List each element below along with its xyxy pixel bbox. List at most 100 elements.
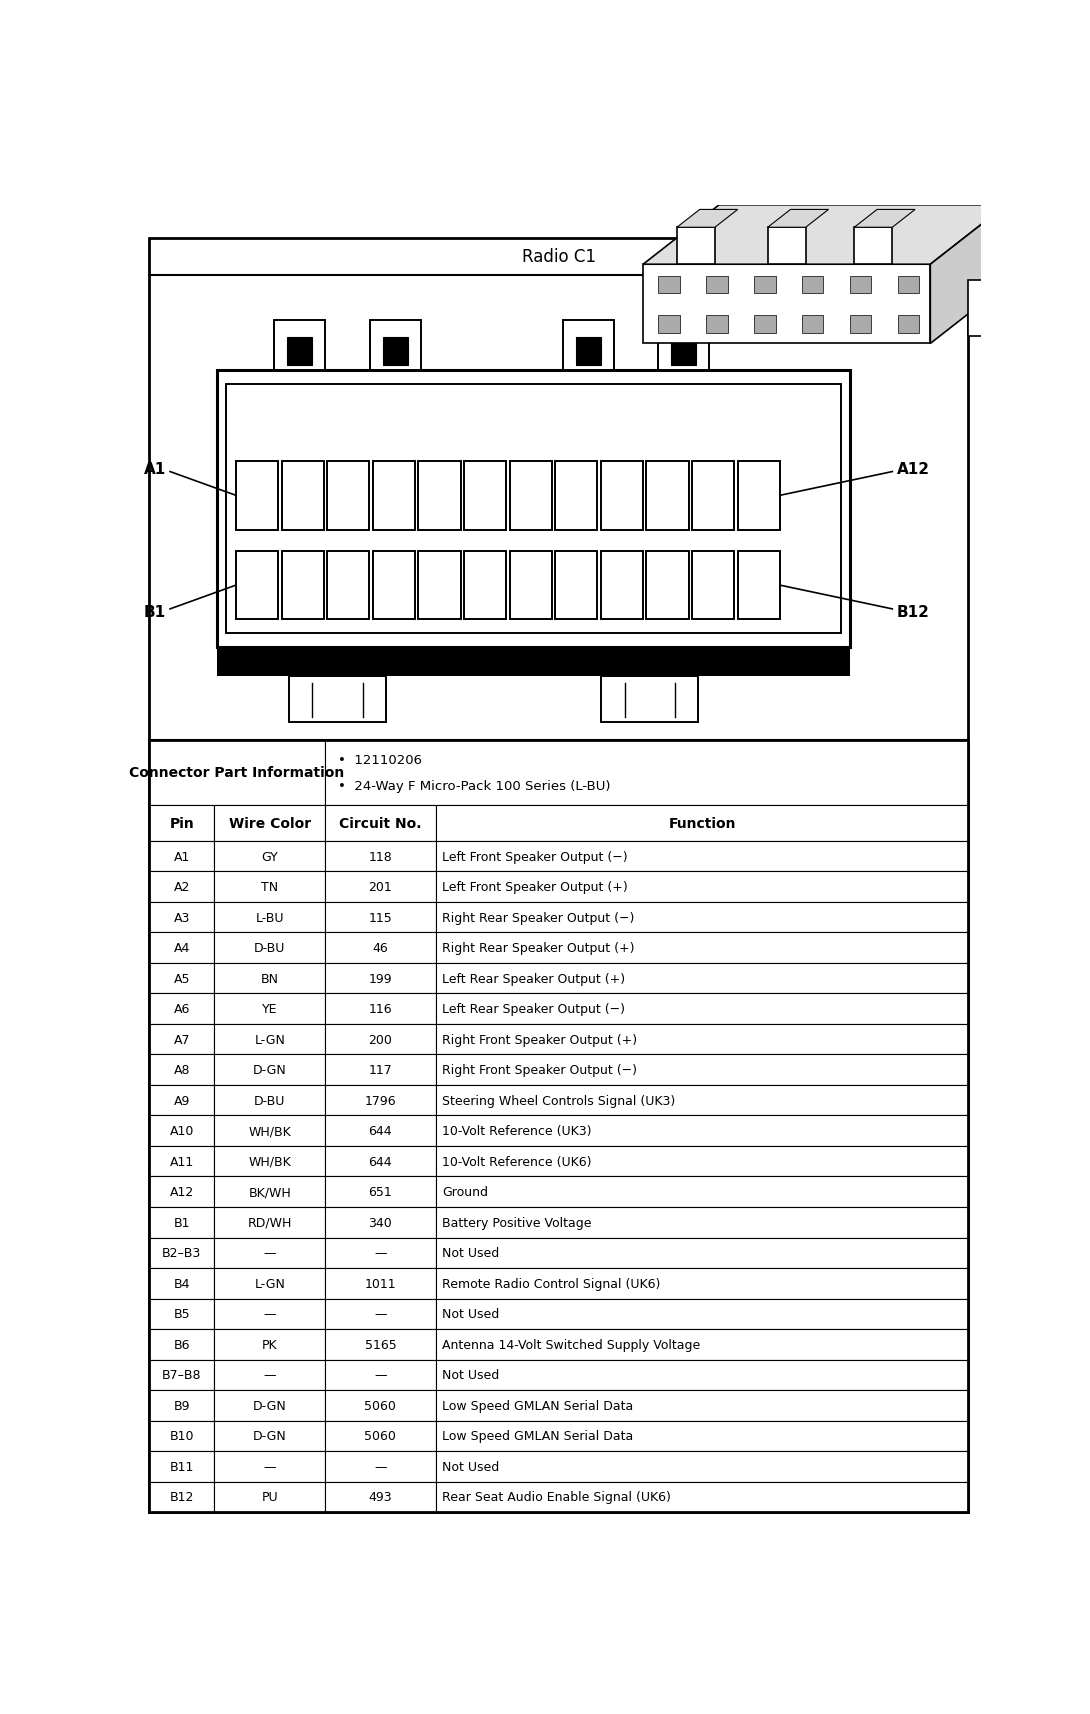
Polygon shape — [643, 266, 931, 345]
Text: WH/BK: WH/BK — [249, 1155, 291, 1167]
Bar — [436, 1421, 968, 1452]
Bar — [802, 276, 823, 295]
Bar — [215, 1178, 325, 1207]
Text: 10-Volt Reference (UK6): 10-Volt Reference (UK6) — [443, 1155, 592, 1167]
Bar — [215, 1390, 325, 1421]
Bar — [325, 1085, 436, 1116]
Bar — [754, 276, 776, 295]
Bar — [149, 1116, 215, 1147]
Bar — [327, 552, 370, 620]
Bar — [968, 281, 995, 336]
Bar — [325, 1268, 436, 1299]
Text: 493: 493 — [368, 1491, 392, 1503]
Bar — [601, 461, 643, 530]
Bar — [149, 902, 215, 932]
Bar — [215, 1054, 325, 1085]
Bar — [419, 552, 461, 620]
Bar — [149, 1238, 215, 1268]
Bar — [436, 842, 968, 872]
Bar — [235, 552, 278, 620]
Text: 46: 46 — [373, 941, 388, 955]
Bar — [325, 932, 436, 963]
Text: A12: A12 — [896, 463, 930, 476]
Text: PK: PK — [262, 1339, 278, 1351]
Text: Not Used: Not Used — [443, 1308, 499, 1320]
Bar — [215, 872, 325, 902]
Text: L-BU: L-BU — [255, 912, 284, 924]
Bar — [325, 1178, 436, 1207]
Bar — [325, 1421, 436, 1452]
Bar — [149, 1452, 215, 1483]
Bar — [602, 677, 699, 723]
Text: Not Used: Not Used — [443, 1368, 499, 1381]
Bar — [327, 461, 370, 530]
Bar — [436, 806, 968, 842]
Text: TN: TN — [262, 881, 278, 893]
Bar — [149, 1421, 215, 1452]
Bar — [149, 963, 215, 994]
Text: Left Front Speaker Output (−): Left Front Speaker Output (−) — [443, 850, 628, 864]
Text: 1796: 1796 — [364, 1094, 397, 1107]
Bar — [149, 932, 215, 963]
Text: 5165: 5165 — [364, 1339, 397, 1351]
Bar — [555, 461, 597, 530]
Bar — [149, 994, 215, 1025]
Text: 340: 340 — [368, 1215, 392, 1229]
Text: B6: B6 — [173, 1339, 190, 1351]
Bar — [464, 461, 506, 530]
Bar — [149, 872, 215, 902]
Bar — [436, 1268, 968, 1299]
Bar — [325, 1238, 436, 1268]
Polygon shape — [677, 211, 738, 228]
Bar — [215, 994, 325, 1025]
Text: A5: A5 — [173, 972, 190, 986]
Bar — [215, 1238, 325, 1268]
Text: 115: 115 — [368, 912, 392, 924]
Text: A11: A11 — [170, 1155, 194, 1167]
Bar — [325, 1452, 436, 1483]
Bar — [325, 1483, 436, 1512]
Text: —: — — [264, 1460, 276, 1472]
Bar — [855, 228, 893, 266]
Bar — [215, 1207, 325, 1238]
Text: B7–B8: B7–B8 — [162, 1368, 202, 1381]
Bar — [677, 228, 715, 266]
Bar — [373, 461, 415, 530]
Bar — [436, 994, 968, 1025]
Polygon shape — [855, 211, 916, 228]
Bar — [149, 1359, 215, 1390]
Text: —: — — [264, 1308, 276, 1320]
Text: Left Front Speaker Output (+): Left Front Speaker Output (+) — [443, 881, 628, 893]
Bar — [646, 552, 689, 620]
Bar — [754, 317, 776, 334]
Text: Low Speed GMLAN Serial Data: Low Speed GMLAN Serial Data — [443, 1429, 633, 1443]
Bar — [671, 338, 697, 365]
Bar — [215, 963, 325, 994]
Text: 651: 651 — [368, 1186, 392, 1198]
Bar — [658, 276, 680, 295]
Text: Left Rear Speaker Output (−): Left Rear Speaker Output (−) — [443, 1003, 626, 1016]
Text: D-GN: D-GN — [253, 1064, 287, 1076]
Text: 5060: 5060 — [364, 1399, 397, 1412]
Bar — [706, 317, 728, 334]
Text: —: — — [374, 1460, 387, 1472]
Bar — [436, 1178, 968, 1207]
Text: B12: B12 — [170, 1491, 194, 1503]
Text: Low Speed GMLAN Serial Data: Low Speed GMLAN Serial Data — [443, 1399, 633, 1412]
Bar — [436, 1147, 968, 1178]
Bar — [658, 321, 708, 370]
Bar — [464, 552, 506, 620]
Bar — [898, 276, 919, 295]
Bar — [325, 1147, 436, 1178]
Bar — [850, 317, 871, 334]
Bar — [436, 1390, 968, 1421]
Polygon shape — [767, 211, 828, 228]
Bar — [325, 1299, 436, 1330]
Bar — [601, 552, 643, 620]
Text: 1011: 1011 — [364, 1277, 397, 1291]
Bar — [371, 321, 421, 370]
Bar — [325, 1025, 436, 1054]
Text: Right Rear Speaker Output (+): Right Rear Speaker Output (+) — [443, 941, 635, 955]
Text: B9: B9 — [173, 1399, 190, 1412]
Bar — [510, 552, 552, 620]
